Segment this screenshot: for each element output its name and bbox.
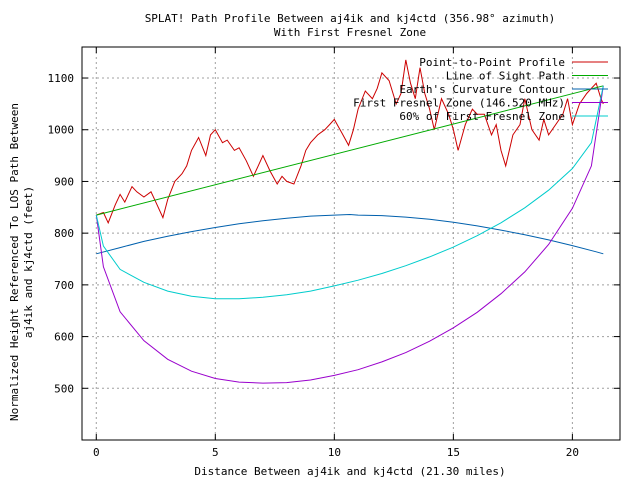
y-tick-label: 500 [54,382,74,395]
plot-border [81,46,621,441]
y-tick-label: 1100 [48,72,75,85]
series-line-line-of-sight-path [96,85,604,216]
series-group [95,59,604,384]
legend-label-point-to-point-profile: Point-to-Point Profile [419,56,565,69]
chart-subtitle: With First Fresnel Zone [274,26,426,39]
axes: 0 5 10 15 20 500 600 700 800 900 1000 1100 [48,46,621,459]
x-tick-label: 0 [93,446,100,459]
x-tick-label: 10 [328,446,341,459]
series-line-earth-s-curvature-contour [96,213,604,255]
chart-title: SPLAT! Path Profile Between aj4ik and kj… [145,12,556,25]
y-tick-label: 1000 [48,124,75,137]
y-tick-label: 900 [54,175,74,188]
y-axis-label-line-2: aj4ik and kj4ctd (feet) [22,186,35,338]
legend-label-first-fresnel-zone-146-520-mhz: First Fresnel Zone (146.520 MHz) [353,97,565,110]
y-tick-label: 700 [54,279,74,292]
y-tick-label: 800 [54,227,74,240]
grid-lines [82,47,620,440]
legend-label-earth-s-curvature-contour: Earth's Curvature Contour [399,83,565,96]
legend-label-60-of-first-fresnel-zone: 60% of First Fresnel Zone [399,110,565,123]
x-axis-label: Distance Between aj4ik and kj4ctd (21.30… [194,465,505,478]
x-tick-label: 20 [566,446,579,459]
series-line-60-of-first-fresnel-zone [95,85,604,300]
y-tick-label: 600 [54,331,74,344]
x-tick-label: 15 [447,446,460,459]
series-line-point-to-point-profile [96,59,604,225]
chart-title-group: SPLAT! Path Profile Between aj4ik and kj… [145,12,556,39]
series-line-first-fresnel-zone-146-520-mhz [95,85,604,384]
x-tick-label: 5 [212,446,219,459]
legend-label-line-of-sight-path: Line of Sight Path [446,70,565,83]
y-axis-label-line-1: Normalized Height Referenced To LOS Path… [8,103,21,421]
